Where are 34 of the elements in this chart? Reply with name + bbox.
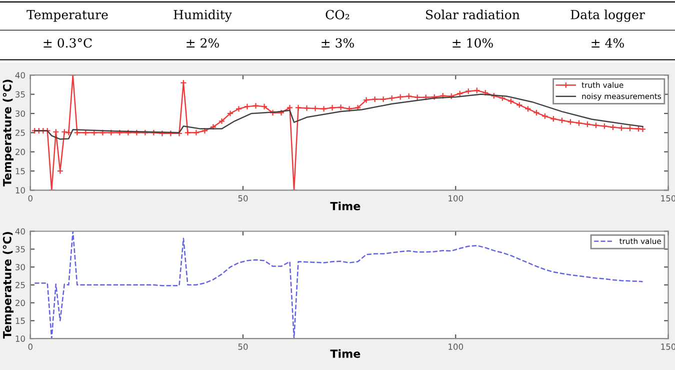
text: CO₂ [326,10,350,20]
text: Data logger [570,10,645,22]
x-tick-label: 100 [448,344,464,350]
y-tick-label: 40 [15,72,25,78]
x-tick-label: 50 [238,195,248,202]
text: ± 2% [186,38,219,48]
x-tick-label: 0 [28,195,32,202]
text: ± 0.3°C [44,38,92,48]
y-tick-label: 25 [16,130,25,136]
text: Humidity [174,10,232,22]
y-tick-label: 25 [16,282,25,288]
text: ± 3% [322,38,354,48]
x-tick-label: 50 [238,344,248,350]
y-tick-label: 20 [16,148,25,156]
y-tick-label: 10 [16,187,25,194]
y-tick-label: 15 [16,168,25,174]
y-tick-label: 20 [16,300,25,306]
y-tick-label: 35 [16,246,25,252]
x-tick-label: 100 [448,195,464,202]
x-axis-title: Time [330,202,360,210]
text: Temperature [26,10,108,22]
y-tick-label: 40 [15,228,25,235]
y-tick-label: 15 [16,318,25,324]
text: ± 10% [452,38,493,48]
text: ± 4% [592,38,624,48]
y-tick-label: 10 [16,336,25,342]
y-axis-title: Temperature (°C) [2,232,14,339]
text: Solar radiation [426,10,520,20]
x-axis-title: Time [330,349,360,358]
y-tick-label: 30 [16,110,25,117]
y-tick-label: 30 [16,264,25,270]
x-tick-label: 0 [28,344,32,350]
y-tick-label: 35 [16,91,25,98]
y-axis-title: Temperature (°C) [2,80,14,186]
